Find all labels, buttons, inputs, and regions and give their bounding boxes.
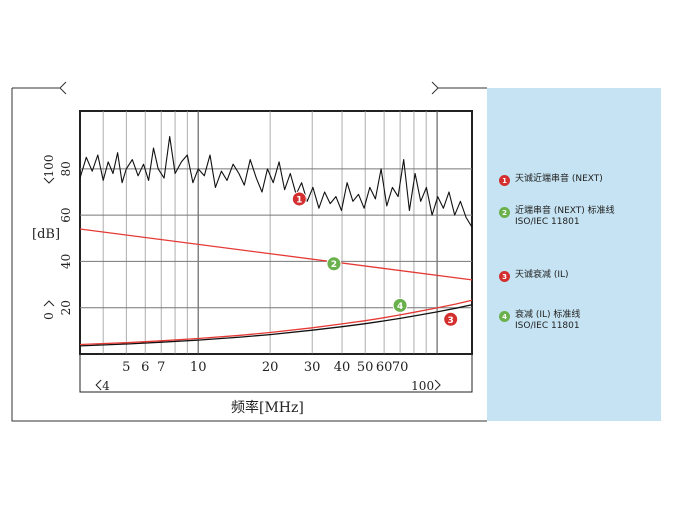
y-mark-high-bracket (43, 177, 55, 184)
y-axis-label: [dB] (32, 227, 60, 242)
x-tick-label-9: 70 (392, 360, 409, 375)
legend-item-3: 3 天诚衰减 (IL) (499, 270, 569, 282)
series-marker-2 (326, 256, 342, 272)
series-marker-3 (443, 311, 459, 327)
series-marker-4 (392, 297, 408, 313)
legend: 1 天诚近端串音 (NEXT) 2 近端串音 (NEXT) 标准线 ISO/IE… (487, 88, 661, 421)
x-mark-high: 100 (411, 379, 434, 393)
x-tick-label-8: 60 (376, 360, 393, 375)
x-tick-label-4: 20 (262, 360, 279, 375)
series-marker-label-1: 1 (296, 195, 302, 205)
series-line-1 (79, 135, 473, 227)
x-tick-label-1: 6 (141, 360, 149, 375)
x-mark-right-bracket (434, 379, 441, 391)
outer-frame (11, 81, 487, 422)
x-axis-box (79, 353, 473, 393)
y-range-marks: 0 100 (42, 155, 56, 320)
x-range-marks: 4 100 (95, 379, 441, 393)
y-tick-label-2: 60 (59, 208, 73, 223)
legend-marker-4: 4 (499, 311, 510, 322)
x-mark-left-bracket (95, 379, 102, 391)
legend-label-1: 天诚近端串音 (NEXT) (515, 174, 603, 184)
y-mark-low-bracket (43, 300, 55, 307)
x-axis-label: 频率[MHz] (231, 399, 304, 416)
x-tick-label-2: 7 (157, 360, 165, 375)
series-marker-label-2: 2 (331, 260, 337, 270)
x-mark-low: 4 (102, 379, 110, 393)
legend-item-4: 4 衰减 (IL) 标准线 ISO/IEC 11801 (499, 310, 580, 332)
x-tick-label-3: 10 (190, 360, 207, 375)
series-line-3 (79, 304, 473, 347)
series-layer (79, 135, 473, 347)
legend-item-2: 2 近端串音 (NEXT) 标准线 ISO/IEC 11801 (499, 206, 615, 228)
legend-label-3: 天诚衰减 (IL) (515, 270, 569, 280)
series-line-2 (79, 228, 473, 281)
y-mark-low: 0 (42, 312, 56, 320)
y-tick-label-0: 20 (59, 300, 73, 315)
x-tick-label-5: 30 (304, 360, 321, 375)
series-marker-label-4: 4 (397, 302, 403, 312)
y-tick-labels: 20 40 60 80 (59, 161, 73, 315)
series-marker-1 (291, 191, 307, 207)
series-marker-label-3: 3 (448, 316, 454, 326)
legend-marker-3: 3 (499, 271, 510, 282)
x-tick-label-6: 40 (334, 360, 351, 375)
x-tick-labels: 5 6 7 10 20 30 40 50 60 70 (122, 360, 408, 375)
legend-label-4: 衰减 (IL) 标准线 ISO/IEC 11801 (515, 310, 581, 331)
legend-label-2: 近端串音 (NEXT) 标准线 ISO/IEC 11801 (515, 206, 615, 227)
x-tick-label-7: 50 (357, 360, 374, 375)
x-tick-label-0: 5 (122, 360, 130, 375)
series-markers: 1 2 3 4 (291, 191, 459, 327)
y-tick-label-1: 40 (59, 254, 73, 269)
plot-area (79, 110, 473, 355)
legend-item-1: 1 天诚近端串音 (NEXT) (499, 174, 603, 186)
legend-marker-1: 1 (499, 175, 510, 186)
series-line-4 (79, 299, 473, 346)
legend-marker-2: 2 (499, 207, 510, 218)
y-tick-label-3: 80 (59, 161, 73, 176)
y-mark-high: 100 (42, 155, 56, 178)
